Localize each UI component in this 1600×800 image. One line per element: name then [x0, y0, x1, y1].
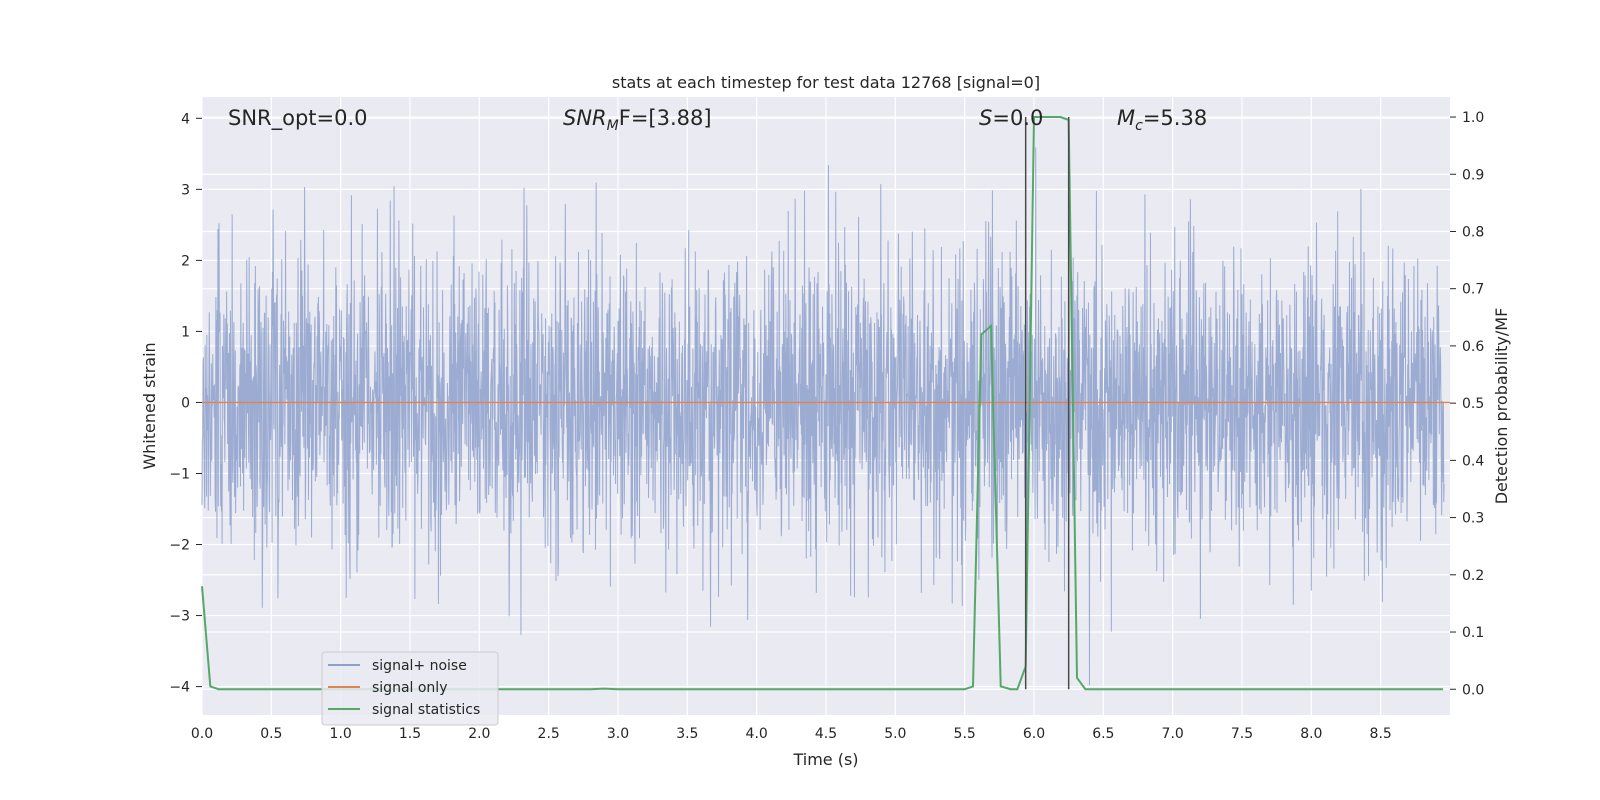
y-axis-label: Whitened strain: [140, 342, 159, 469]
y2-tick-label: 0.8: [1462, 224, 1484, 240]
y2-tick-label: 0.6: [1462, 339, 1484, 355]
legend-label-noise: signal+ noise: [372, 658, 467, 674]
y2-tick-label: 0.4: [1462, 453, 1484, 469]
y-tick-label: −1: [169, 466, 190, 482]
y2-tick-label: 0.9: [1462, 167, 1484, 183]
y-tick-label: 2: [181, 253, 190, 269]
x-tick-label: 1.0: [330, 726, 352, 742]
y-tick-label: −3: [169, 609, 190, 625]
annotation-mc-sub: c: [1135, 118, 1143, 134]
x-axis-label: Time (s): [792, 750, 858, 769]
axis-ticks: 0.0 0.5 1.0 1.5 2.0 2.5 3.0 3.5 4.0 4.5 5.0 5.5 6.0 6…: [169, 110, 1484, 742]
x-tick-label: 4.5: [815, 726, 837, 742]
x-tick-label: 0.0: [191, 726, 213, 742]
y-tick-label: 1: [181, 324, 190, 340]
legend-label-statistics: signal statistics: [372, 702, 480, 718]
signal-noise-line: [201, 147, 1445, 686]
x-tick-label: 4.0: [746, 726, 768, 742]
x-tick-label: 3.5: [676, 726, 698, 742]
y2-tick-label: 1.0: [1462, 110, 1484, 126]
annotation-mc-tail: =5.38: [1143, 106, 1207, 130]
annotation-snr-mf-tail: F=[3.88]: [619, 106, 712, 130]
y-tick-label: 3: [181, 182, 190, 198]
series-layer: [201, 116, 1450, 691]
y2-tick-label: 0.5: [1462, 396, 1484, 412]
y-tick-label: −2: [169, 538, 190, 554]
y2-tick-label: 0.7: [1462, 282, 1484, 298]
y-tick-label: −4: [169, 680, 190, 696]
annotation-mc: Mc=5.38: [1117, 106, 1207, 134]
y2-tick-label: 0.3: [1462, 511, 1484, 527]
annotation-mc-main: M: [1117, 106, 1135, 130]
x-tick-label: 7.0: [1162, 726, 1184, 742]
y2-axis-label: Detection probability/MF: [1492, 308, 1511, 505]
x-tick-label: 1.5: [399, 726, 421, 742]
x-tick-label: 8.0: [1300, 726, 1322, 742]
vertical-markers: [1024, 117, 1070, 690]
x-tick-label: 0.5: [260, 726, 282, 742]
y-tick-label: 4: [181, 111, 190, 127]
x-tick-label: 2.0: [468, 726, 490, 742]
annotation-snr-mf-main: SNR: [563, 106, 607, 130]
annotation-s: S=0.0: [979, 106, 1043, 130]
signal-noise-series: [201, 147, 1445, 686]
y2-tick-label: 0.2: [1462, 568, 1484, 584]
x-tick-label: 5.0: [884, 726, 906, 742]
annotation-snr-mf: SNRMF=[3.88]: [563, 106, 712, 134]
x-tick-label: 6.5: [1092, 726, 1114, 742]
y2-tick-label: 0.0: [1462, 682, 1484, 698]
x-tick-label: 5.5: [954, 726, 976, 742]
annotation-snr-mf-sub: M: [607, 118, 619, 134]
x-tick-label: 2.5: [538, 726, 560, 742]
x-tick-label: 7.5: [1231, 726, 1253, 742]
annotation-s-main: S: [979, 106, 992, 130]
legend-label-signal-only: signal only: [372, 680, 447, 696]
annotation-snr-opt: SNR_opt=0.0: [228, 106, 368, 131]
signal-statistics-line: [201, 116, 1444, 691]
y-tick-label: 0: [181, 395, 190, 411]
x-tick-label: 8.5: [1370, 726, 1392, 742]
x-tick-label: 3.0: [607, 726, 629, 742]
legend: signal+ noise signal only signal statist…: [321, 651, 499, 726]
x-tick-label: 6.0: [1023, 726, 1045, 742]
y2-tick-label: 0.1: [1462, 625, 1484, 641]
annotation-s-tail: =0.0: [992, 106, 1043, 130]
legend-box: [321, 651, 499, 726]
chart-title: stats at each timestep for test data 127…: [612, 73, 1040, 92]
